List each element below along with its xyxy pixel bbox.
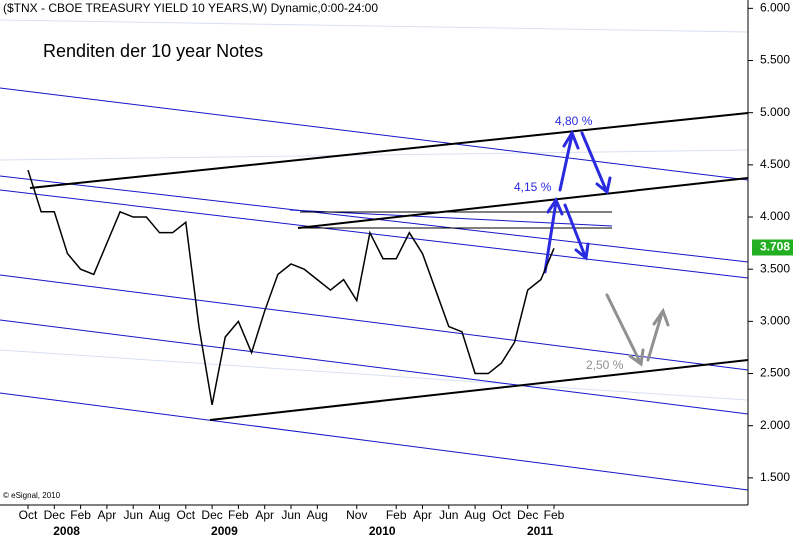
chart-subtitle: Renditen der 10 year Notes [43,41,263,61]
year-label: 2010 [369,524,396,538]
arrow [563,203,590,261]
channel-line [0,392,749,491]
channel-line [0,319,749,415]
arrow [543,196,564,274]
channel-line [0,189,749,279]
last-value-label: 3.708 [760,240,790,254]
year-label: 2008 [53,524,80,538]
y-tick-label: 5.500 [760,53,790,67]
x-tick-label: Feb [228,508,249,522]
x-tick-label: Jun [439,508,458,522]
x-tick-label: Dec [201,508,222,522]
support-line [209,359,749,421]
faint-line [0,149,749,161]
x-tick-label: Aug [307,508,328,522]
y-tick-label: 4.000 [760,209,790,223]
arrow [605,293,645,367]
annotation: 2,50 % [586,358,624,372]
x-tick-label: Aug [149,508,170,522]
channel-line [0,274,749,371]
price-line [27,169,555,405]
annotation: 4,15 % [514,180,552,194]
x-tick-label: Jun [281,508,300,522]
channel-line [0,87,749,181]
resistance-line [297,177,749,229]
y-tick-label: 6.000 [760,1,790,15]
resistance-line [29,112,749,189]
year-label: 2011 [527,524,553,538]
x-tick-label: Oct [19,508,38,522]
faint-line [0,19,749,33]
channel-line [289,209,613,227]
x-tick-label: Feb [544,508,565,522]
x-tick-label: Oct [492,508,511,522]
x-tick-label: Apr [255,508,274,522]
y-tick-label: 2.500 [760,366,790,380]
y-tick-label: 4.500 [760,157,790,171]
arrow [646,307,670,362]
x-tick-label: Aug [464,508,485,522]
y-tick-label: 2.000 [760,418,790,432]
x-tick-label: Feb [386,508,407,522]
y-tick-label: 5.000 [760,105,790,119]
x-tick-label: Dec [517,508,538,522]
arrow [558,129,580,192]
arrow [580,131,612,195]
annotation: 4,80 % [555,114,593,128]
y-tick-label: 3.000 [760,314,790,328]
x-tick-label: Apr [413,508,432,522]
year-label: 2009 [211,524,238,538]
x-tick-label: Oct [176,508,195,522]
chart-title: ($TNX - CBOE TREASURY YIELD 10 YEARS,W) … [3,1,378,15]
arrows [543,129,670,367]
x-tick-label: Apr [98,508,117,522]
copyright: © eSignal, 2010 [3,491,61,500]
y-tick-label: 1.500 [760,470,790,484]
x-tick-label: Nov [346,508,367,522]
faint-line [0,349,749,401]
last-value-box [752,239,793,256]
y-tick-label: 3.500 [760,261,790,275]
x-tick-label: Dec [44,508,65,522]
x-tick-label: Jun [124,508,143,522]
x-tick-label: Feb [70,508,91,522]
